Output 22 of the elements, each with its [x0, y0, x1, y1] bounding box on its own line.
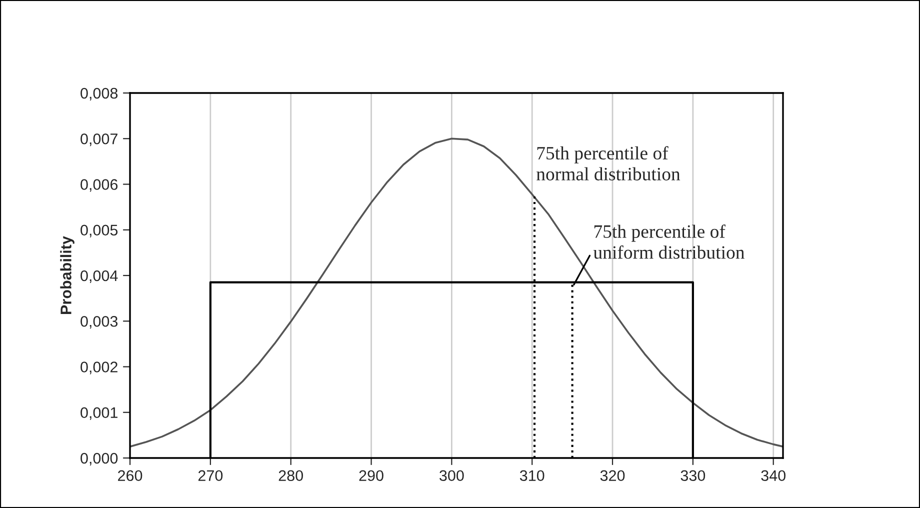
x-tick-label: 330: [680, 470, 706, 482]
x-tick-label: 270: [198, 470, 223, 482]
y-tick-label: 0,005: [80, 224, 118, 238]
x-tick-label: 300: [440, 470, 464, 482]
y-axis-title: Probability: [60, 236, 74, 314]
y-tick-label: 0,002: [80, 362, 118, 374]
x-tick-label: 310: [520, 470, 544, 482]
y-tick-label: 0,001: [80, 407, 118, 420]
x-tick-label: 280: [278, 470, 303, 482]
annotation: 75th percentile of uniform distribution: [593, 224, 744, 259]
y-tick-label: 0,003: [80, 316, 118, 329]
y-tick-label: 0,006: [80, 179, 118, 192]
x-tick-label: 320: [600, 470, 625, 482]
annotation: 75th percentile of normal distribution: [536, 146, 680, 180]
line-series: [130, 138, 783, 448]
x-tick-label: 340: [761, 470, 786, 482]
y-tick-label: 0,000: [80, 452, 118, 466]
y-tick-label: 0,007: [80, 133, 118, 146]
x-tick-label: 260: [118, 470, 142, 482]
y-tick-label: 0,004: [80, 270, 118, 283]
y-tick-label: 0,008: [80, 88, 118, 100]
x-tick-label: 290: [359, 470, 384, 482]
